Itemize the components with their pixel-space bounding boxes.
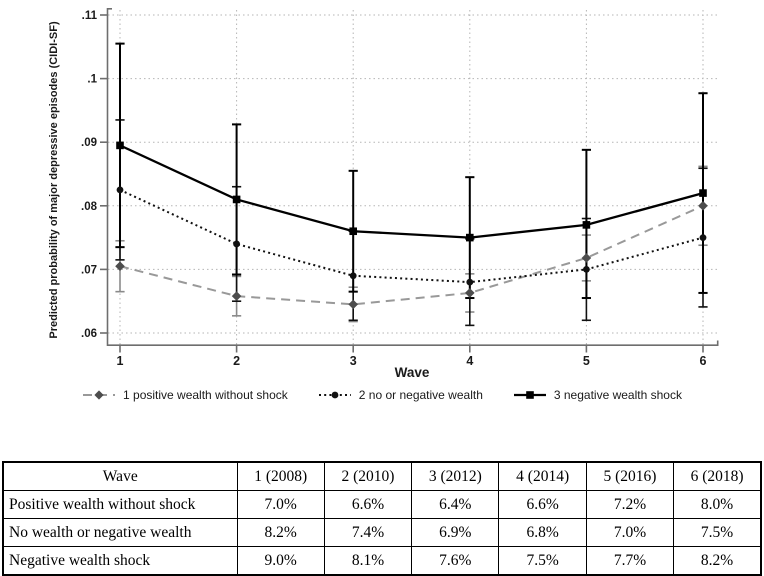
series-markers-3-negative-wealth-shock bbox=[116, 141, 707, 242]
table-header-cell: Wave bbox=[2, 461, 238, 491]
legend-marker-circle-icon bbox=[318, 391, 351, 399]
table-cell: 7.5% bbox=[673, 518, 762, 547]
table-row: No wealth or negative wealth 8.2% 7.4% 6.9%… bbox=[2, 518, 762, 547]
chart-legend: 1 positive wealth without shock 2 no or n… bbox=[0, 388, 764, 402]
table-cell: 8.1% bbox=[323, 546, 413, 576]
y-tick-label: .06 bbox=[81, 328, 97, 340]
table-row: Negative wealth shock 9.0% 8.1% 7.6% 7.5% 7.7… bbox=[2, 546, 762, 576]
error-bars-2-no-or-negative-wealth bbox=[115, 119, 708, 327]
legend-label: 2 no or negative wealth bbox=[358, 388, 483, 402]
table-row-label: Positive wealth without shock bbox=[2, 490, 238, 519]
series-line-1-positive-wealth-without-shock bbox=[119, 204, 704, 306]
series-markers-2-no-or-negative-wealth bbox=[116, 186, 707, 286]
table-cell: 6.4% bbox=[411, 490, 500, 519]
table-cell: 7.0% bbox=[585, 518, 675, 547]
legend-item-1-positive-wealth-without-shock: 1 positive wealth without shock bbox=[82, 388, 288, 402]
table-cell: 7.0% bbox=[236, 490, 325, 519]
table-header-cell: 1 (2008) bbox=[236, 461, 325, 491]
table-cell: 8.2% bbox=[236, 518, 325, 547]
table-header-row: Wave 1 (2008) 2 (2010) 3 (2012) 4 (2014) 5 (2… bbox=[2, 461, 762, 491]
table-row: Positive wealth without shock 7.0% 6.6% 6.4… bbox=[2, 490, 762, 519]
table-header-cell: 4 (2014) bbox=[498, 461, 587, 491]
x-tick-label: 1 bbox=[117, 354, 124, 368]
table-cell: 7.6% bbox=[411, 546, 500, 576]
legend-label: 1 positive wealth without shock bbox=[123, 388, 288, 402]
series-markers bbox=[115, 141, 708, 310]
table-header-cell: 5 (2016) bbox=[585, 461, 675, 491]
table-cell: 7.7% bbox=[585, 546, 675, 576]
y-tick-label: .07 bbox=[81, 264, 97, 276]
table-cell: 6.9% bbox=[411, 518, 500, 547]
x-tick-label: 5 bbox=[583, 354, 590, 368]
table-cell: 8.2% bbox=[673, 546, 762, 576]
table-header-cell: 2 (2010) bbox=[323, 461, 413, 491]
y-tick-label: .1 bbox=[87, 74, 97, 86]
series-line-3-negative-wealth-shock bbox=[119, 144, 704, 239]
table-cell: 6.8% bbox=[498, 518, 587, 547]
series-markers-1-positive-wealth-without-shock bbox=[115, 201, 708, 310]
error-bars-3-negative-wealth-shock bbox=[115, 42, 708, 300]
axes: .06 .07 .08 .09 .1 .11 1 2 3 4 5 6 bbox=[81, 8, 719, 368]
legend-marker-square-icon bbox=[513, 391, 546, 399]
table-cell: 7.2% bbox=[585, 490, 675, 519]
gridlines bbox=[108, 10, 718, 345]
table-header-cell: 6 (2018) bbox=[673, 461, 762, 491]
x-tick-label: 6 bbox=[700, 354, 707, 368]
x-tick-label: 3 bbox=[350, 354, 357, 368]
x-tick-label: 2 bbox=[233, 354, 240, 368]
y-tick-label: .08 bbox=[81, 201, 98, 213]
y-tick-label: .11 bbox=[82, 10, 98, 22]
table-cell: 7.5% bbox=[498, 546, 587, 576]
legend-item-3-negative-wealth-shock: 3 negative wealth shock bbox=[513, 388, 682, 402]
table-cell: 6.6% bbox=[323, 490, 413, 519]
table-row-label: Negative wealth shock bbox=[2, 546, 238, 576]
x-axis-title: Wave bbox=[395, 365, 430, 380]
chart-figure: .06 .07 .08 .09 .1 .11 1 2 3 4 5 6 Predicted probab… bbox=[0, 8, 764, 402]
table-cell: 6.6% bbox=[498, 490, 587, 519]
table-row-label: No wealth or negative wealth bbox=[2, 518, 238, 547]
table-cell: 8.0% bbox=[673, 490, 762, 519]
x-tick-label: 4 bbox=[466, 354, 473, 368]
legend-label: 3 negative wealth shock bbox=[553, 388, 682, 402]
table-cell: 7.4% bbox=[323, 518, 413, 547]
y-tick-label: .09 bbox=[81, 137, 97, 149]
data-table: Wave 1 (2008) 2 (2010) 3 (2012) 4 (2014) 5 (2… bbox=[2, 461, 762, 576]
legend-item-2-no-or-negative-wealth: 2 no or negative wealth bbox=[318, 388, 483, 402]
series-lines bbox=[119, 144, 704, 306]
table-cell: 9.0% bbox=[236, 546, 325, 576]
series-line-2-no-or-negative-wealth bbox=[119, 188, 704, 284]
y-axis-title: Predicted probability of major depressiv… bbox=[48, 21, 60, 339]
legend-marker-diamond-icon bbox=[83, 390, 116, 400]
line-chart: .06 .07 .08 .09 .1 .11 1 2 3 4 5 6 Predicted probab… bbox=[48, 8, 719, 380]
table-header-cell: 3 (2012) bbox=[411, 461, 500, 491]
